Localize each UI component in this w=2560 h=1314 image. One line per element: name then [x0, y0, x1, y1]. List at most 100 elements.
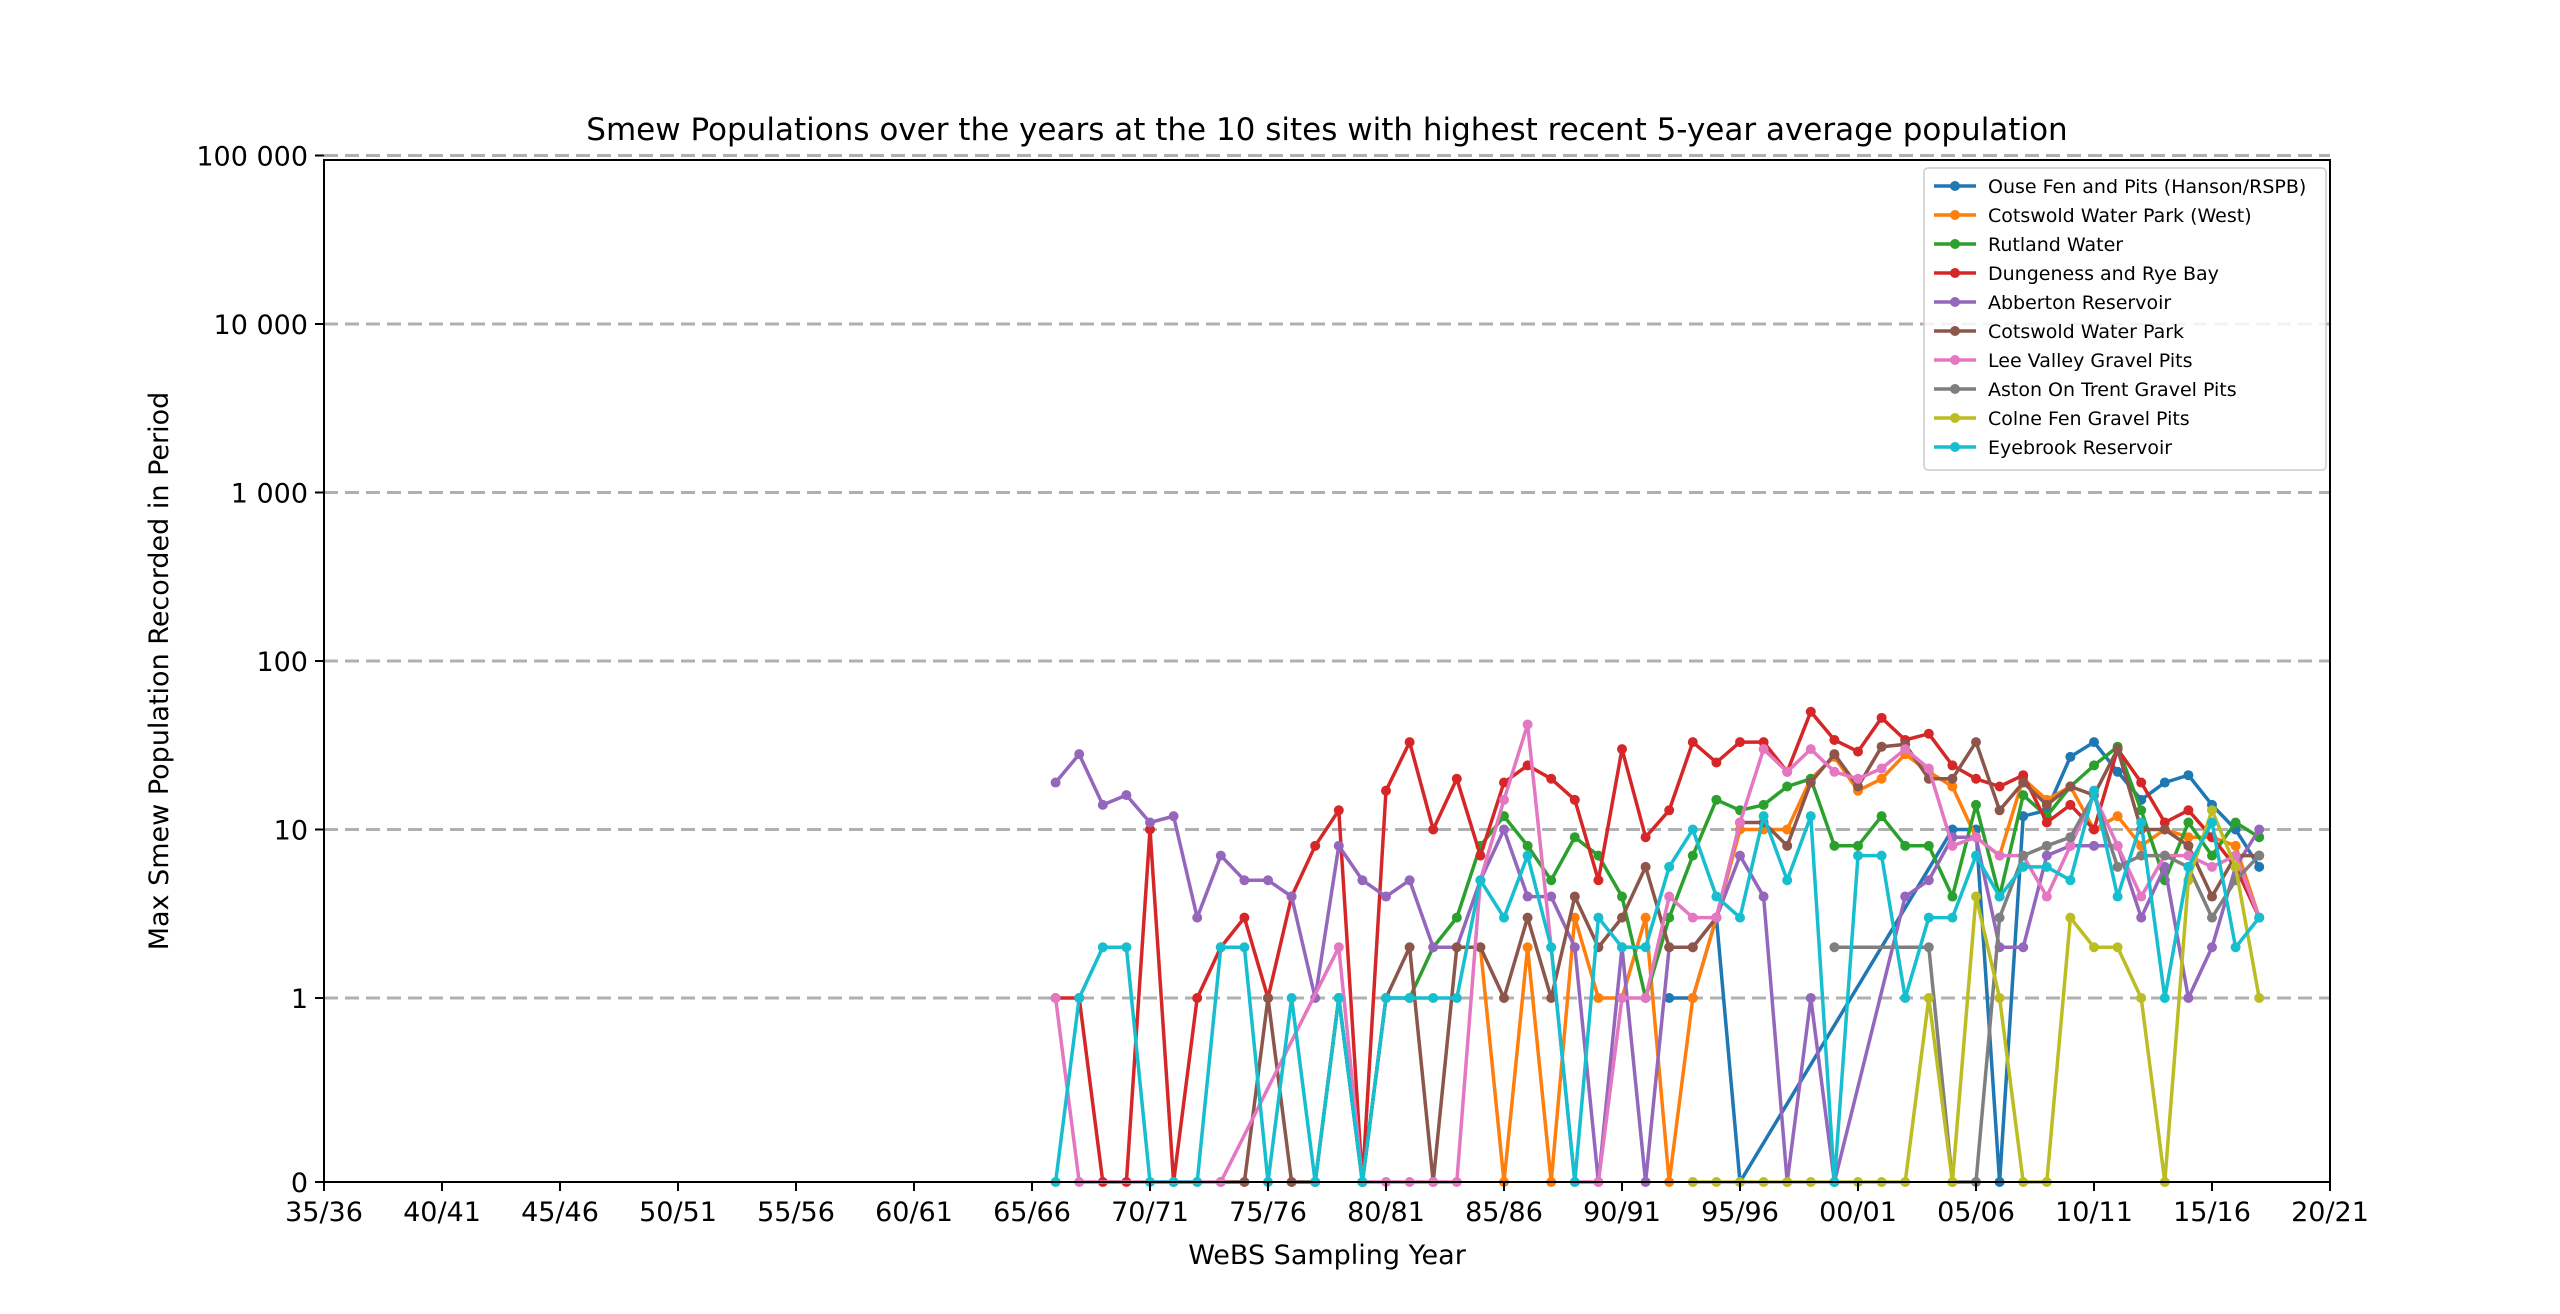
- legend-swatch-marker: [1950, 297, 1960, 307]
- legend-item: Abberton Reservoir: [1934, 292, 2171, 314]
- data-point: [1640, 832, 1651, 843]
- data-point: [2183, 817, 2194, 828]
- data-point: [2112, 861, 2123, 872]
- data-point: [1971, 799, 1981, 810]
- chart-title: Smew Populations over the years at the 1…: [586, 112, 2067, 148]
- data-point: [1994, 891, 2005, 902]
- data-point: [2159, 777, 2170, 788]
- data-point: [1923, 728, 1934, 739]
- legend-swatch-marker: [1950, 210, 1960, 220]
- data-point: [1805, 777, 1816, 788]
- data-point: [1569, 912, 1580, 923]
- data-point: [1782, 766, 1793, 777]
- data-point: [2230, 861, 2241, 872]
- legend-label: Ouse Fen and Pits (Hanson/RSPB): [1988, 176, 2306, 198]
- data-point: [2018, 790, 2029, 801]
- data-point: [1451, 993, 1462, 1003]
- data-point: [1947, 760, 1958, 771]
- data-point: [1971, 850, 1981, 861]
- data-point: [1876, 773, 1887, 784]
- legend-swatch-marker: [1950, 268, 1960, 278]
- data-point: [1617, 744, 1627, 755]
- legend-label: Eyebrook Reservoir: [1988, 437, 2172, 459]
- data-point: [2136, 891, 2147, 902]
- data-point: [1239, 912, 1250, 923]
- data-point: [2254, 850, 2265, 861]
- data-point: [1876, 741, 1887, 752]
- x-tick-label: 10/11: [2055, 1197, 2133, 1228]
- legend-frame: [1923, 167, 2327, 471]
- data-point: [1522, 719, 1533, 730]
- data-point: [1074, 749, 1085, 760]
- data-point: [1782, 875, 1793, 886]
- data-point: [1617, 891, 1627, 902]
- data-point: [1381, 785, 1391, 796]
- data-point: [1404, 942, 1415, 953]
- data-point: [2089, 785, 2099, 796]
- data-point: [1711, 912, 1722, 923]
- data-point: [1876, 712, 1887, 723]
- data-point: [1050, 993, 1061, 1003]
- data-point: [1546, 891, 1557, 902]
- data-point: [1758, 799, 1769, 810]
- data-point: [2230, 817, 2241, 828]
- data-point: [2018, 861, 2029, 872]
- y-axis-label: Max Smew Population Recorded in Period: [144, 392, 175, 951]
- series-eyebrook-reservoir: [1050, 785, 2265, 1187]
- data-point: [1758, 737, 1769, 748]
- x-tick-label: 80/81: [1347, 1197, 1425, 1228]
- data-point: [1805, 744, 1816, 755]
- data-point: [1971, 832, 1981, 843]
- y-tick-label: 10: [274, 816, 308, 847]
- legend-item: Rutland Water: [1934, 234, 2123, 256]
- data-point: [1664, 993, 1675, 1003]
- data-point: [2065, 832, 2076, 843]
- data-point: [1900, 744, 1911, 755]
- data-point: [2230, 840, 2241, 851]
- data-point: [2089, 942, 2099, 953]
- data-point: [1239, 942, 1250, 953]
- data-point: [2065, 781, 2076, 792]
- data-point: [2136, 912, 2147, 923]
- data-point: [2159, 824, 2170, 835]
- data-point: [1994, 993, 2005, 1003]
- data-point: [2207, 805, 2217, 816]
- data-point: [2112, 891, 2123, 902]
- data-point: [1853, 850, 1863, 861]
- data-point: [1593, 875, 1604, 886]
- data-point: [1381, 891, 1391, 902]
- data-point: [2183, 840, 2194, 851]
- data-point: [1876, 811, 1887, 822]
- data-point: [2207, 850, 2217, 861]
- data-point: [2136, 777, 2147, 788]
- legend-item: Cotswold Water Park (West): [1934, 205, 2252, 227]
- x-tick-label: 55/56: [757, 1197, 835, 1228]
- data-point: [1617, 993, 1627, 1003]
- data-point: [1404, 993, 1415, 1003]
- data-point: [1074, 993, 1085, 1003]
- x-tick-label: 15/16: [2173, 1197, 2251, 1228]
- data-point: [1168, 811, 1179, 822]
- data-point: [1263, 993, 1273, 1003]
- data-point: [1522, 942, 1533, 953]
- data-point: [1994, 850, 2005, 861]
- data-point: [1971, 891, 1981, 902]
- legend-swatch-marker: [1950, 413, 1960, 423]
- y-tick-label: 10 000: [214, 310, 308, 341]
- data-point: [2089, 824, 2099, 835]
- data-point: [2136, 805, 2147, 816]
- data-point: [1451, 773, 1462, 784]
- data-point: [1971, 737, 1981, 748]
- data-point: [2041, 817, 2052, 828]
- data-point: [2089, 737, 2099, 748]
- data-point: [1546, 773, 1557, 784]
- data-point: [1286, 993, 1297, 1003]
- data-point: [1829, 942, 1840, 953]
- series-line: [1478, 752, 2261, 1184]
- data-point: [1923, 912, 1934, 923]
- legend-swatch-marker: [1950, 384, 1960, 394]
- data-point: [2041, 861, 2052, 872]
- data-point: [1900, 840, 1911, 851]
- data-point: [1522, 912, 1533, 923]
- data-point: [1735, 850, 1745, 861]
